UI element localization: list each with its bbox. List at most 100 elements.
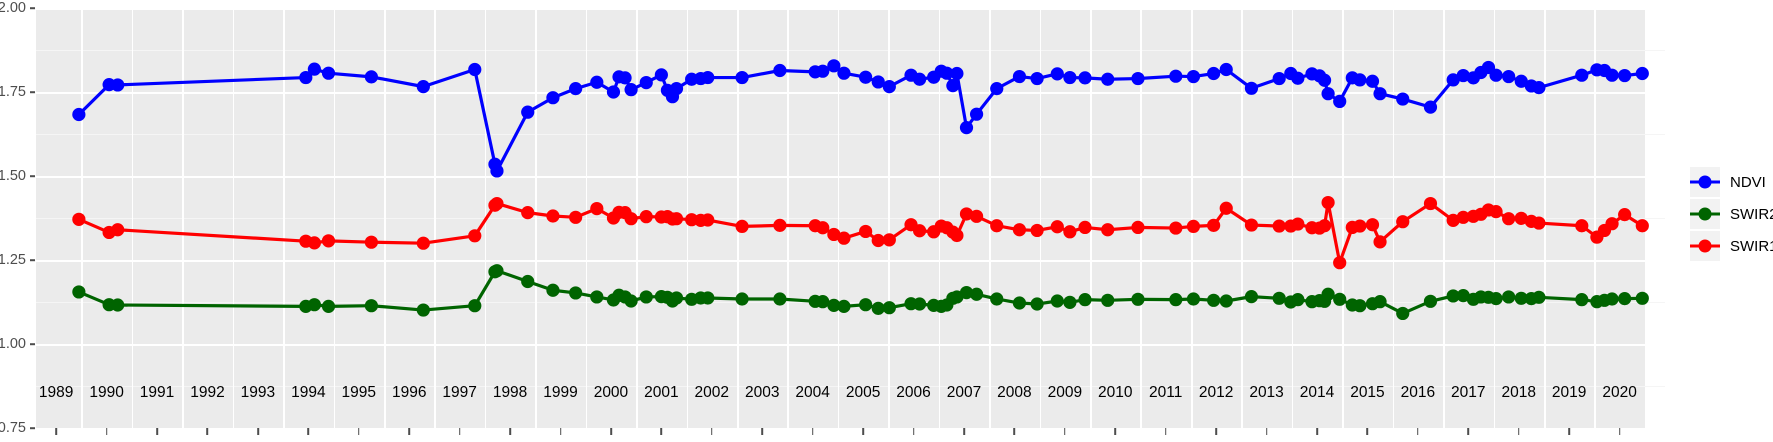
data-point: [490, 264, 504, 278]
data-point: [416, 303, 430, 317]
legend-key-swatch: [1690, 231, 1720, 261]
grid-line-vertical: [837, 8, 840, 428]
data-point: [859, 298, 873, 312]
x-tick-label-2011: 2011: [1149, 384, 1183, 401]
grid-line-vertical: [1190, 8, 1193, 428]
x-tick-mark: [1064, 428, 1066, 435]
data-point: [1078, 293, 1092, 307]
x-tick-mark: [1164, 428, 1167, 435]
x-tick-label-2019: 2019: [1551, 384, 1587, 401]
x-tick-mark: [1517, 428, 1520, 435]
series-swir2: [72, 264, 1649, 321]
data-point: [882, 301, 896, 315]
data-point: [546, 283, 560, 297]
legend-dot: [1698, 239, 1712, 253]
grid-line-vertical: [1443, 8, 1445, 428]
x-tick-label-2014: 2014: [1299, 384, 1335, 401]
data-point: [882, 233, 896, 247]
data-point: [1618, 208, 1632, 222]
data-point: [912, 224, 927, 238]
data-point: [364, 70, 378, 84]
series-swir1: [72, 195, 1649, 270]
x-tick-mark: [1467, 428, 1470, 435]
data-point: [1446, 73, 1460, 87]
data-point: [1321, 195, 1335, 210]
data-point: [1131, 220, 1145, 235]
x-tick-label-2004: 2004: [795, 384, 830, 401]
data-point: [1244, 81, 1259, 95]
data-point: [569, 210, 583, 224]
legend-label: NDVI: [1730, 173, 1766, 191]
data-point: [735, 70, 749, 85]
data-point: [1131, 292, 1145, 306]
data-point: [1244, 218, 1259, 232]
data-point: [1207, 293, 1221, 307]
y-tick-label: 2.00: [0, 0, 26, 16]
data-point: [1365, 74, 1380, 88]
legend-item-swir1[interactable]: SWIR1: [1690, 230, 1773, 262]
legend-dot: [1698, 175, 1712, 189]
data-point: [1272, 71, 1286, 86]
grid-line-vertical: [1392, 8, 1395, 428]
data-point: [468, 62, 482, 77]
grid-line-minor: [36, 50, 1665, 52]
x-tick-mark: [408, 428, 410, 435]
grid-line-vertical: [535, 8, 537, 428]
data-point: [669, 82, 684, 96]
data-point: [816, 64, 830, 78]
grid-line-vertical: [1543, 8, 1546, 428]
data-point: [1456, 68, 1470, 83]
x-tick-mark: [55, 428, 57, 435]
data-point: [364, 235, 378, 249]
x-tick-label-1990: 1990: [89, 384, 124, 401]
data-point: [871, 301, 885, 315]
grid-line-vertical: [737, 8, 739, 428]
data-point: [1618, 292, 1632, 306]
legend-dot: [1698, 207, 1712, 221]
data-point: [827, 227, 841, 242]
y-tick-label: 1.50: [0, 168, 26, 184]
grid-line-vertical: [1291, 8, 1294, 428]
x-tick-label-2000: 2000: [593, 384, 629, 401]
grid-line-vertical: [1594, 8, 1596, 428]
data-point: [1635, 219, 1649, 233]
data-point: [669, 212, 684, 226]
data-point: [321, 299, 336, 313]
data-point: [701, 70, 715, 85]
x-tick-mark: [257, 428, 259, 435]
data-point: [299, 70, 313, 85]
legend-item-ndvi[interactable]: NDVI: [1690, 166, 1772, 198]
data-point: [618, 71, 632, 85]
y-tick-mark: [30, 7, 35, 9]
data-point: [912, 297, 927, 311]
data-point: [1423, 294, 1438, 308]
data-point: [701, 213, 715, 227]
data-point: [1532, 216, 1546, 230]
data-point: [773, 292, 787, 306]
x-tick-mark: [610, 428, 612, 435]
x-tick-mark: [559, 428, 562, 435]
x-tick-label-2005: 2005: [845, 384, 881, 401]
data-point: [859, 224, 873, 239]
x-tick-label-2002: 2002: [694, 384, 730, 401]
data-point: [1030, 297, 1044, 311]
data-point: [1012, 296, 1027, 310]
data-point: [1489, 292, 1503, 306]
legend-item-swir2[interactable]: SWIR2: [1690, 198, 1773, 230]
data-point: [827, 59, 841, 73]
data-point: [1333, 256, 1347, 270]
data-point: [468, 299, 482, 313]
legend-key-swatch: [1690, 199, 1720, 229]
grid-line-vertical: [938, 8, 941, 428]
x-tick-label-2016: 2016: [1400, 384, 1436, 401]
x-tick-label-2003: 2003: [744, 384, 780, 401]
data-point: [1489, 205, 1503, 219]
grid-line-vertical: [333, 8, 336, 428]
x-tick-mark: [761, 428, 764, 435]
data-point: [1291, 293, 1305, 307]
x-tick-mark: [105, 428, 108, 435]
data-point: [882, 80, 896, 94]
grid-line-major: [36, 260, 1665, 262]
x-tick-mark: [1114, 428, 1117, 435]
data-point: [1353, 73, 1367, 87]
